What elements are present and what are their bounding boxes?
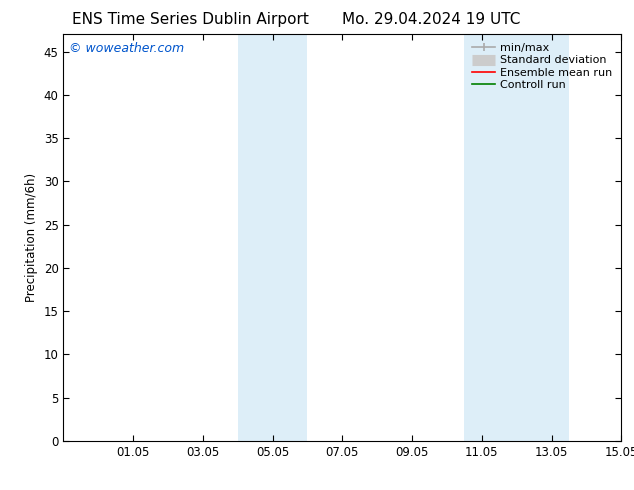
Bar — [464, 34, 569, 441]
Text: © woweather.com: © woweather.com — [69, 43, 184, 55]
Y-axis label: Precipitation (mm/6h): Precipitation (mm/6h) — [25, 173, 38, 302]
Text: ENS Time Series Dublin Airport: ENS Time Series Dublin Airport — [72, 12, 309, 27]
Bar — [238, 34, 307, 441]
Text: Mo. 29.04.2024 19 UTC: Mo. 29.04.2024 19 UTC — [342, 12, 521, 27]
Legend: min/max, Standard deviation, Ensemble mean run, Controll run: min/max, Standard deviation, Ensemble me… — [469, 40, 616, 93]
